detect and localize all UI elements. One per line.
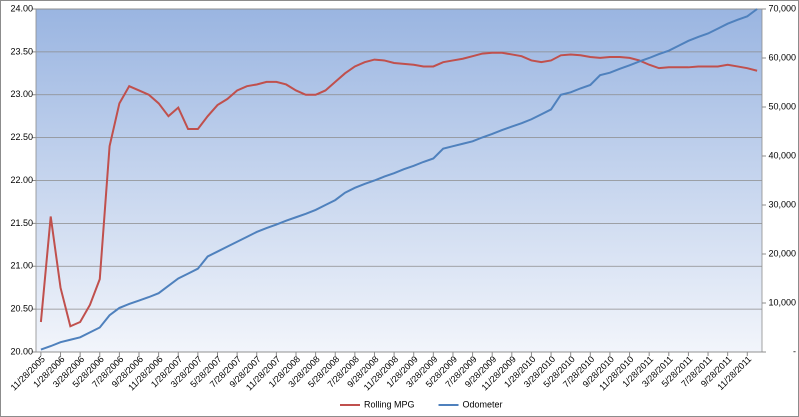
series-line xyxy=(39,51,758,328)
y-tick-label: 21.00 xyxy=(10,261,33,271)
y2-tick-label: 30,000 xyxy=(768,199,796,209)
y2-tick-label: 50,000 xyxy=(768,101,796,111)
legend-label: Rolling MPG xyxy=(364,399,415,409)
y2-tick-label: 60,000 xyxy=(768,52,796,62)
y2-tick-label: - xyxy=(793,346,796,356)
y-tick-label: 23.50 xyxy=(10,46,33,56)
y-tick-label: 21.50 xyxy=(10,218,33,228)
y2-tick-label: 20,000 xyxy=(768,248,796,258)
series-line xyxy=(40,8,758,351)
y2-tick-label: 40,000 xyxy=(768,150,796,160)
y-tick-label: 23.00 xyxy=(10,89,33,99)
legend-label: Odometer xyxy=(463,399,503,409)
y2-tick-label: 70,000 xyxy=(768,3,796,13)
y-tick-label: 24.00 xyxy=(10,3,33,13)
y-tick-label: 22.50 xyxy=(10,132,33,142)
y-tick-label: 20.50 xyxy=(10,304,33,314)
y-tick-label: 20.00 xyxy=(10,346,33,356)
y2-tick-label: 10,000 xyxy=(768,297,796,307)
y-tick-label: 22.00 xyxy=(10,175,33,185)
